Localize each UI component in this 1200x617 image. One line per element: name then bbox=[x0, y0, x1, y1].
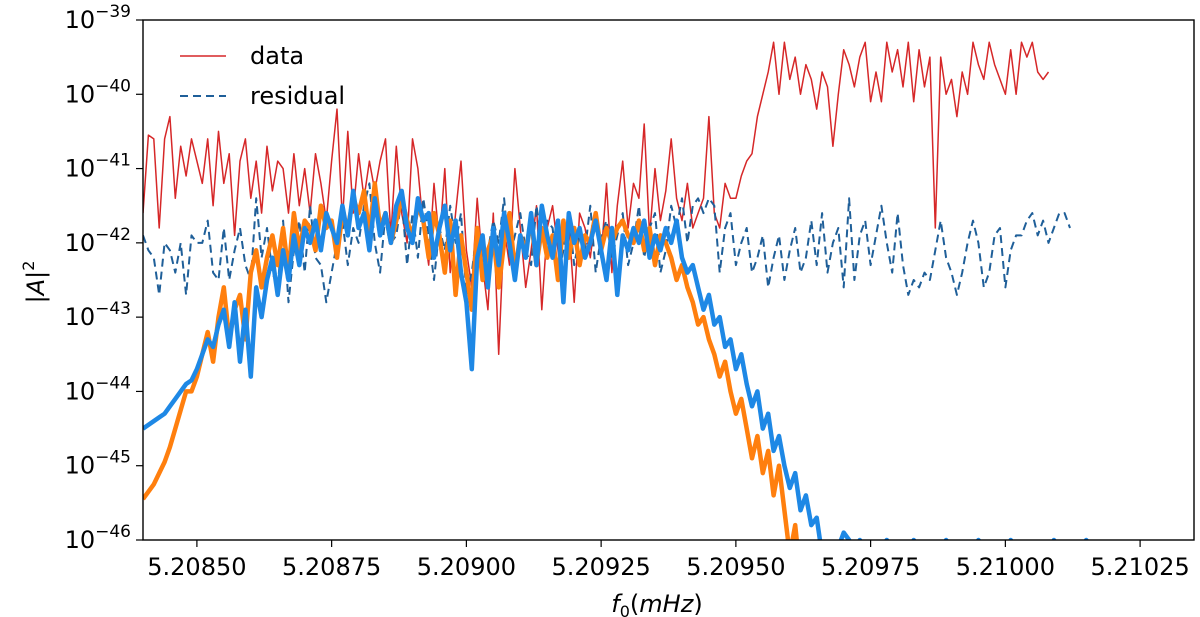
x-tick-label: 5.20900 bbox=[417, 553, 516, 581]
legend: data residual bbox=[180, 42, 345, 110]
series-line-unlabeled-2 bbox=[143, 181, 799, 540]
y-axis-label: |A|2 bbox=[19, 261, 50, 304]
x-tick-label: 5.20850 bbox=[147, 553, 246, 581]
plot-frame bbox=[142, 19, 1195, 541]
y-tick-label: 10−42 bbox=[65, 225, 131, 257]
legend-label-residual: residual bbox=[250, 82, 345, 110]
y-tick-label: 10−43 bbox=[65, 299, 131, 331]
legend-label-data: data bbox=[250, 42, 304, 70]
y-ticks: 10−46 10−45 10−44 10−43 10−42 10−41 10−40 10−39 bbox=[65, 2, 143, 554]
x-tick-label: 5.21000 bbox=[956, 553, 1055, 581]
x-tick-label: 5.20975 bbox=[821, 553, 920, 581]
x-tick-label: 5.20950 bbox=[686, 553, 785, 581]
x-tick-label: 5.21025 bbox=[1090, 553, 1189, 581]
y-tick-label: 10−46 bbox=[65, 522, 131, 554]
x-axis-label: f0(mHz) bbox=[611, 590, 702, 617]
y-tick-label: 10−41 bbox=[65, 151, 131, 183]
y-tick-label: 10−44 bbox=[65, 373, 131, 405]
x-tick-label: 5.20925 bbox=[552, 553, 651, 581]
x-tick-label: 5.20875 bbox=[282, 553, 381, 581]
x-ticks: 5.20850 5.20875 5.20900 5.20925 5.20950 5.209… bbox=[147, 540, 1190, 581]
y-tick-label: 10−40 bbox=[65, 76, 131, 108]
y-tick-label: 10−39 bbox=[65, 2, 131, 34]
series-layer bbox=[143, 41, 1089, 540]
series-line-unlabeled-3 bbox=[143, 188, 1089, 540]
y-tick-label: 10−45 bbox=[65, 448, 131, 480]
